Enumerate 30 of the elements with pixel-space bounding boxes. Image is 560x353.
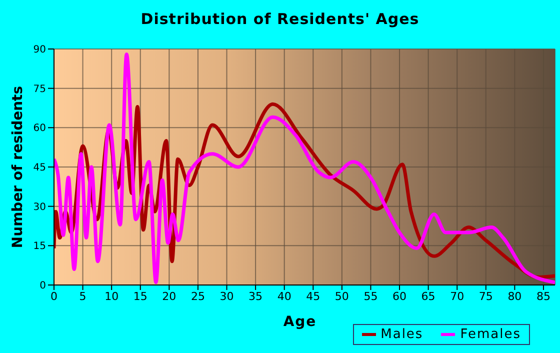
y-tick-label: 75 <box>33 84 46 95</box>
x-tick-label: 10 <box>104 290 119 303</box>
x-tick-label: 40 <box>277 290 292 303</box>
y-tick-label: 60 <box>33 123 46 134</box>
chart-title: Distribution of Residents' Ages <box>140 10 420 28</box>
y-axis-title: Number of residents <box>10 86 26 248</box>
y-tick-label: 0 <box>40 280 46 292</box>
x-tick-label: 45 <box>306 290 320 303</box>
x-tick-label: 0 <box>50 290 58 303</box>
y-tick-label: 30 <box>33 202 46 213</box>
x-tick-label: 35 <box>248 290 263 303</box>
x-tick-label: 75 <box>478 290 493 303</box>
x-tick-label: 85 <box>536 290 550 303</box>
x-tick-label: 50 <box>334 290 349 303</box>
y-tick-label: 90 <box>33 44 46 56</box>
legend-label: Males <box>380 327 424 342</box>
y-tick-label: 45 <box>33 162 46 174</box>
x-tick-label: 80 <box>508 290 522 303</box>
x-tick-label: 20 <box>162 290 176 303</box>
x-tick-label: 65 <box>421 290 436 303</box>
x-axis-title: Age <box>283 314 317 330</box>
x-tick-label: 60 <box>392 290 407 303</box>
legend-label: Females <box>459 327 521 342</box>
x-tick-label: 30 <box>220 290 234 303</box>
x-tick-label: 5 <box>79 290 86 303</box>
x-tick-label: 70 <box>450 290 464 303</box>
y-tick-label: 15 <box>33 241 46 252</box>
x-tick-label: 55 <box>364 290 378 303</box>
x-tick-label: 15 <box>133 290 148 303</box>
x-tick-label: 25 <box>190 290 205 303</box>
